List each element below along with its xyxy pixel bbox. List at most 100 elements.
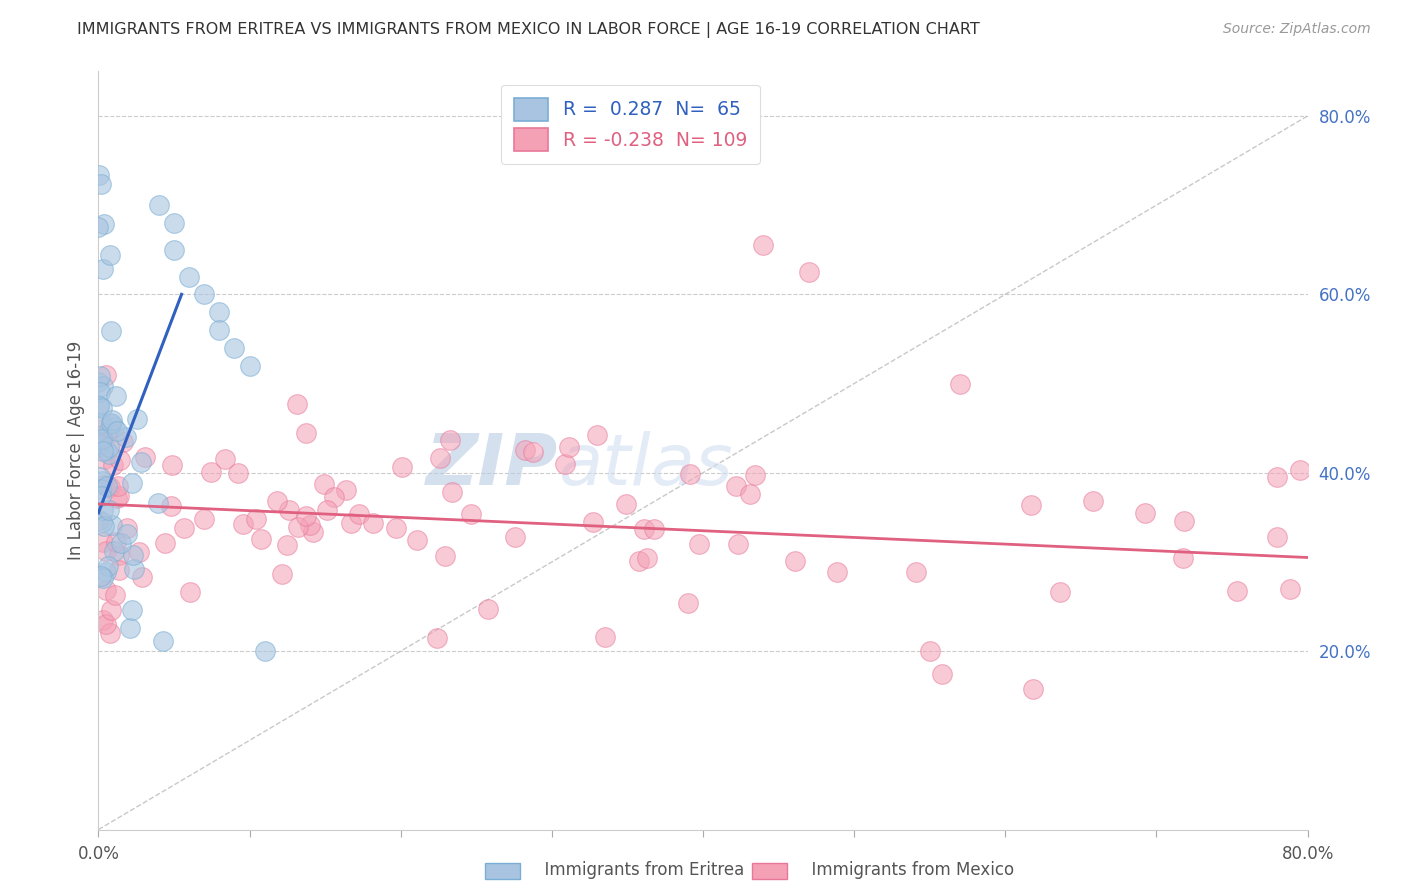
Point — [391, 459, 413, 474]
Point — [825, 565, 848, 579]
Text: atlas: atlas — [558, 431, 733, 500]
Point — [1022, 682, 1045, 697]
Point — [90, 401, 112, 415]
Point — [740, 486, 762, 500]
Point — [558, 440, 581, 454]
Point — [287, 520, 309, 534]
Point — [96, 544, 118, 558]
Point — [949, 376, 972, 391]
Text: Immigrants from Eritrea: Immigrants from Eritrea — [534, 861, 745, 879]
Point — [298, 518, 321, 533]
Point — [295, 509, 318, 524]
Point — [96, 559, 118, 574]
Point — [676, 596, 699, 610]
Point — [643, 522, 665, 536]
Point — [115, 430, 138, 444]
Point — [103, 420, 125, 434]
Text: ZIP: ZIP — [426, 431, 558, 500]
Point — [614, 497, 637, 511]
Point — [89, 369, 111, 384]
Point — [688, 537, 710, 551]
Point — [90, 569, 112, 583]
Point — [208, 305, 231, 319]
Point — [271, 567, 294, 582]
Point — [87, 399, 110, 413]
Point — [727, 537, 749, 551]
Point — [797, 265, 820, 279]
Point — [89, 429, 111, 443]
Point — [503, 530, 526, 544]
Point — [100, 602, 122, 616]
Point — [434, 549, 457, 563]
Point — [153, 535, 176, 549]
Point — [179, 269, 201, 284]
Point — [100, 417, 122, 431]
Point — [316, 503, 339, 517]
Point — [585, 428, 607, 442]
Point — [128, 545, 150, 559]
Legend: R =  0.287  N=  65, R = -0.238  N= 109: R = 0.287 N= 65, R = -0.238 N= 109 — [501, 85, 761, 164]
Point — [91, 378, 114, 392]
Point — [100, 413, 122, 427]
Point — [228, 466, 250, 480]
Point — [98, 480, 121, 494]
Point — [115, 521, 138, 535]
Point — [131, 455, 153, 469]
Point — [160, 458, 183, 472]
Point — [148, 198, 170, 212]
Point — [160, 499, 183, 513]
Point — [93, 443, 115, 458]
Point — [1226, 584, 1249, 599]
Point — [1265, 530, 1288, 544]
Point — [108, 453, 131, 467]
Point — [323, 490, 346, 504]
Point — [593, 630, 616, 644]
Point — [278, 503, 301, 517]
Point — [91, 535, 114, 549]
Point — [301, 525, 323, 540]
Point — [104, 588, 127, 602]
Point — [90, 177, 112, 191]
Point — [90, 416, 112, 430]
Point — [335, 483, 357, 498]
Point — [91, 503, 114, 517]
Point — [108, 489, 131, 503]
Point — [94, 616, 117, 631]
Point — [522, 444, 544, 458]
Point — [340, 516, 363, 531]
Point — [931, 666, 953, 681]
Point — [89, 399, 111, 413]
Point — [89, 384, 111, 399]
Point — [724, 479, 747, 493]
Point — [105, 491, 128, 505]
Point — [120, 621, 142, 635]
Text: Immigrants from Mexico: Immigrants from Mexico — [801, 861, 1015, 879]
Point — [384, 520, 406, 534]
Point — [224, 341, 246, 355]
Point — [98, 248, 121, 262]
Point — [121, 603, 143, 617]
Text: IMMIGRANTS FROM ERITREA VS IMMIGRANTS FROM MEXICO IN LABOR FORCE | AGE 16-19 COR: IMMIGRANTS FROM ERITREA VS IMMIGRANTS FR… — [77, 22, 980, 38]
Point — [173, 520, 195, 534]
Point — [108, 549, 131, 563]
Point — [98, 502, 121, 516]
Point — [87, 220, 110, 235]
Point — [744, 467, 766, 482]
Point — [90, 489, 112, 503]
Point — [107, 563, 129, 577]
Point — [152, 634, 174, 648]
Point — [91, 613, 114, 627]
Point — [96, 479, 118, 493]
Point — [1019, 499, 1042, 513]
Point — [98, 441, 121, 455]
Point — [91, 474, 114, 488]
Y-axis label: In Labor Force | Age 16-19: In Labor Force | Age 16-19 — [66, 341, 84, 560]
Point — [200, 465, 222, 479]
Point — [121, 548, 143, 562]
Point — [231, 517, 253, 532]
Point — [131, 570, 153, 584]
Point — [633, 522, 655, 536]
Point — [477, 601, 499, 615]
Point — [179, 585, 201, 599]
Point — [460, 508, 482, 522]
